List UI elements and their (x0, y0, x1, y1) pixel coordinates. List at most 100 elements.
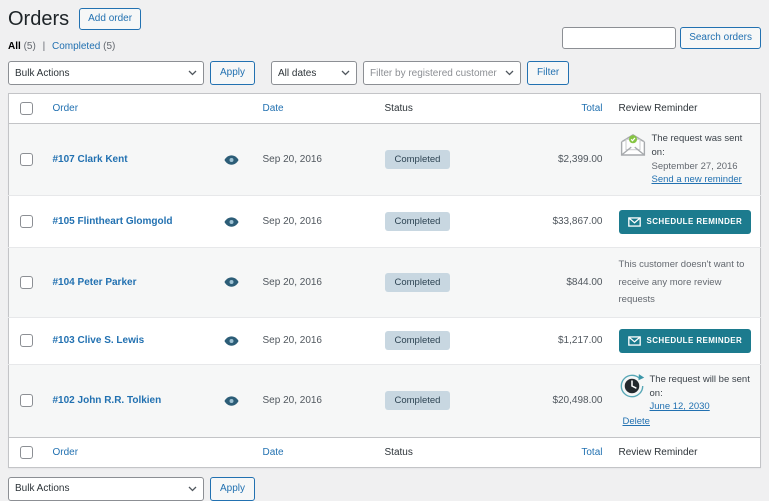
column-header-total: Total (492, 93, 611, 124)
row-checkbox[interactable] (20, 334, 33, 348)
order-date: Sep 20, 2016 (262, 154, 323, 166)
footer-column-total: Total (492, 436, 611, 468)
column-header-order: Order (44, 93, 255, 124)
order-link[interactable]: #102 John R.R. Tolkien (52, 395, 162, 407)
order-total: $2,399.00 (558, 154, 603, 166)
footer-column-order-link[interactable]: Order (52, 446, 79, 458)
order-total: $20,498.00 (492, 363, 611, 438)
search-orders-button[interactable]: Search orders (680, 27, 761, 49)
order-link[interactable]: #103 Clive S. Lewis (52, 335, 145, 347)
status-badge: Completed (384, 272, 451, 292)
reminder-sent-text: The request was sent on: (651, 133, 743, 158)
view-all-count: (5) (23, 41, 36, 52)
view-completed-link[interactable]: Completed (52, 41, 100, 52)
bulk-actions-select-bottom[interactable]: Bulk Actions (8, 476, 204, 501)
orders-table: Order Date Status Total Review Reminder … (8, 93, 761, 468)
table-row: #102 John R.R. Tolkien Sep 20, 2016 Comp… (8, 363, 761, 438)
table-header: Order Date Status Total Review Reminder (8, 93, 761, 124)
reminder-optout-text: This customer doesn't want to receive an… (618, 259, 745, 306)
footer-column-date: Date (254, 436, 377, 468)
preview-eye-icon[interactable] (223, 154, 239, 165)
status-badge: Completed (384, 391, 451, 411)
table-row: #105 Flintheart Glomgold Sep 20, 2016 Co… (8, 195, 761, 248)
table-row: #104 Peter Parker Sep 20, 2016 Completed… (8, 247, 761, 318)
select-all-checkbox-footer[interactable] (20, 445, 33, 459)
column-header-status: Status (376, 93, 493, 124)
view-completed-count: (5) (103, 41, 116, 52)
row-checkbox[interactable] (20, 394, 33, 408)
view-completed-label: Completed (51, 41, 101, 52)
schedule-reminder-label: SCHEDULE REMINDER (646, 336, 743, 346)
reminder-scheduled: The request will be sent on: June 12, 20… (619, 373, 753, 429)
footer-column-order: Order (44, 436, 255, 468)
select-all-checkbox[interactable] (20, 102, 33, 115)
table-row: #103 Clive S. Lewis Sep 20, 2016 Complet… (8, 316, 761, 365)
order-total: $844.00 (492, 247, 611, 318)
status-badge: Completed (384, 150, 451, 170)
row-checkbox[interactable] (20, 153, 33, 167)
bulk-actions-select-wrap: Bulk Actions (8, 61, 204, 85)
preview-eye-icon[interactable] (223, 216, 239, 227)
order-total: $33,867.00 (492, 195, 611, 248)
order-link[interactable]: #107 Clark Kent (52, 154, 128, 166)
page-title: Orders (8, 8, 70, 30)
scheduled-date-link[interactable]: June 12, 2030 (649, 401, 710, 413)
column-header-order-link[interactable]: Order (52, 103, 79, 114)
view-divider: | (42, 41, 46, 52)
customer-filter-select-wrap: Filter by registered customer (363, 61, 522, 85)
envelope-icon (627, 336, 641, 346)
status-badge: Completed (384, 212, 451, 232)
bulk-actions-select-bottom-wrap: Bulk Actions (8, 476, 204, 501)
filter-button[interactable]: Filter (527, 61, 570, 85)
customer-filter-select[interactable]: Filter by registered customer (363, 61, 522, 85)
schedule-reminder-label: SCHEDULE REMINDER (646, 217, 743, 227)
order-date: Sep 20, 2016 (254, 363, 377, 438)
apply-button[interactable]: Apply (210, 61, 256, 85)
search-input[interactable] (562, 27, 677, 49)
bulk-actions-select[interactable]: Bulk Actions (8, 61, 204, 85)
tablenav-top: Bulk Actions Apply All dates Filter by r… (8, 61, 761, 85)
order-date: Sep 20, 2016 (254, 247, 377, 318)
date-filter-select[interactable]: All dates (271, 61, 358, 85)
page-header: Orders Add order (8, 6, 761, 32)
preview-eye-icon[interactable] (223, 277, 239, 288)
reminder-sent-date: September 27, 2016 (651, 160, 738, 172)
search-box: Search orders (562, 27, 761, 49)
order-link[interactable]: #104 Peter Parker (52, 276, 137, 288)
date-filter-select-wrap: All dates (271, 61, 358, 85)
view-filter-links: All (5) | Completed (5) (8, 41, 761, 52)
preview-eye-icon[interactable] (223, 396, 239, 406)
schedule-reminder-button[interactable]: SCHEDULE REMINDER (618, 328, 752, 353)
status-badge: Completed (384, 331, 451, 351)
clock-refresh-icon (619, 373, 645, 399)
row-checkbox[interactable] (20, 275, 33, 289)
footer-column-total-link[interactable]: Total (581, 446, 603, 458)
column-header-total-link[interactable]: Total (581, 103, 603, 114)
view-all-link[interactable]: All (8, 41, 21, 52)
tablenav-bottom: Bulk Actions Apply (8, 476, 761, 501)
column-header-date: Date (254, 93, 377, 124)
reminder-scheduled-text: The request will be sent on: (649, 373, 750, 399)
preview-eye-icon[interactable] (223, 336, 239, 346)
order-date: Sep 20, 2016 (254, 316, 377, 365)
view-all-label: All (8, 41, 21, 52)
envelope-open-check-icon (619, 132, 647, 157)
table-footer: Order Date Status Total Review Reminder (8, 436, 761, 468)
add-order-button[interactable]: Add order (79, 8, 142, 30)
column-header-review-reminder: Review Reminder (610, 93, 761, 124)
column-header-date-link[interactable]: Date (262, 103, 284, 114)
schedule-reminder-button[interactable]: SCHEDULE REMINDER (618, 209, 752, 234)
send-new-reminder-link[interactable]: Send a new reminder (651, 174, 742, 186)
delete-reminder-link[interactable]: Delete (622, 416, 650, 428)
footer-column-date-link[interactable]: Date (262, 446, 284, 458)
envelope-icon (627, 216, 641, 227)
order-link[interactable]: #105 Flintheart Glomgold (52, 216, 173, 228)
row-checkbox[interactable] (20, 215, 33, 229)
footer-column-review-reminder: Review Reminder (610, 436, 761, 468)
table-row: #107 Clark Kent Sep 20, 2016 Completed $… (8, 123, 761, 196)
order-date: Sep 20, 2016 (254, 195, 377, 248)
apply-button-bottom[interactable]: Apply (210, 476, 256, 501)
order-total: $1,217.00 (492, 316, 611, 365)
reminder-sent: The request was sent on: September 27, 2… (619, 132, 753, 187)
